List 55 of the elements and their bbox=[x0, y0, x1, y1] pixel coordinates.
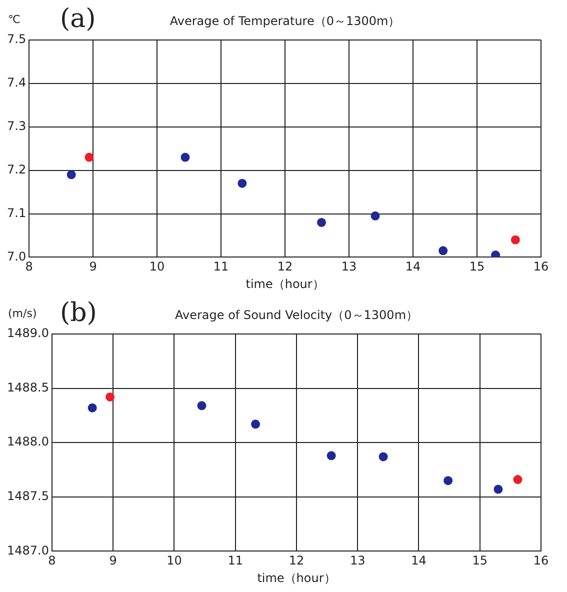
x-tick-label: 12 bbox=[288, 554, 304, 568]
point bbox=[251, 420, 260, 429]
x-axis-title: time（hour） bbox=[257, 570, 336, 585]
point bbox=[370, 211, 380, 220]
x-tick-label: 13 bbox=[350, 554, 366, 568]
point bbox=[378, 452, 388, 462]
y-tick-label: 7.0 bbox=[6, 249, 26, 264]
x-tick-label: 11 bbox=[228, 554, 244, 568]
text: (b) bbox=[60, 298, 97, 328]
y-tick-label: 1488.0 bbox=[6, 434, 49, 449]
x-tick-label: 13 bbox=[341, 260, 357, 274]
x-tick-label: 14 bbox=[411, 554, 426, 568]
text: (a) bbox=[60, 4, 96, 34]
y-tick-label: 1488.5 bbox=[6, 380, 49, 394]
point bbox=[84, 152, 94, 162]
x-tick-label: 8 bbox=[48, 554, 56, 568]
chart-title: Average of Temperature（0～1300m） bbox=[170, 14, 400, 28]
x-tick-label: 16 bbox=[533, 554, 549, 568]
y-tick-label: 7.2 bbox=[6, 162, 26, 176]
y-axis-title: (m/s) bbox=[8, 306, 37, 320]
x-tick-label: 12 bbox=[277, 260, 293, 274]
point bbox=[510, 235, 520, 244]
y-tick-label: 7.1 bbox=[6, 206, 26, 220]
x-tick-label: 8 bbox=[25, 260, 33, 274]
point bbox=[438, 246, 448, 256]
y-tick-label: 1489.0 bbox=[6, 326, 49, 340]
y-axis-title: ℃ bbox=[8, 12, 20, 26]
chart-title: Average of Sound Velocity（0～1300m） bbox=[174, 308, 418, 322]
point bbox=[106, 392, 115, 402]
x-tick-label: 10 bbox=[166, 554, 182, 568]
point bbox=[238, 178, 247, 188]
x-tick-label: 11 bbox=[213, 260, 229, 274]
x-tick-label: 14 bbox=[405, 260, 421, 274]
y-tick-label: 7.5 bbox=[6, 32, 26, 46]
point bbox=[317, 218, 326, 227]
y-tick-label: 7.3 bbox=[6, 119, 26, 134]
x-tick-label: 15 bbox=[469, 260, 485, 274]
point bbox=[444, 476, 453, 486]
y-tick-label: 1487.5 bbox=[6, 489, 49, 504]
x-tick-label: 10 bbox=[149, 260, 165, 274]
x-tick-label: 15 bbox=[472, 554, 488, 568]
point bbox=[66, 170, 76, 180]
point bbox=[197, 401, 206, 410]
point bbox=[513, 475, 522, 484]
y-tick-label: 7.4 bbox=[6, 76, 26, 90]
x-tick-label: 16 bbox=[533, 260, 549, 274]
x-axis-title: time（hour） bbox=[246, 276, 324, 291]
point bbox=[88, 403, 97, 412]
point bbox=[494, 484, 503, 494]
y-tick-label: 1487.0 bbox=[6, 543, 49, 558]
x-tick-label: 9 bbox=[89, 260, 97, 274]
point bbox=[491, 250, 500, 258]
x-tick-label: 9 bbox=[109, 554, 117, 568]
point bbox=[326, 451, 336, 460]
point bbox=[180, 152, 190, 162]
